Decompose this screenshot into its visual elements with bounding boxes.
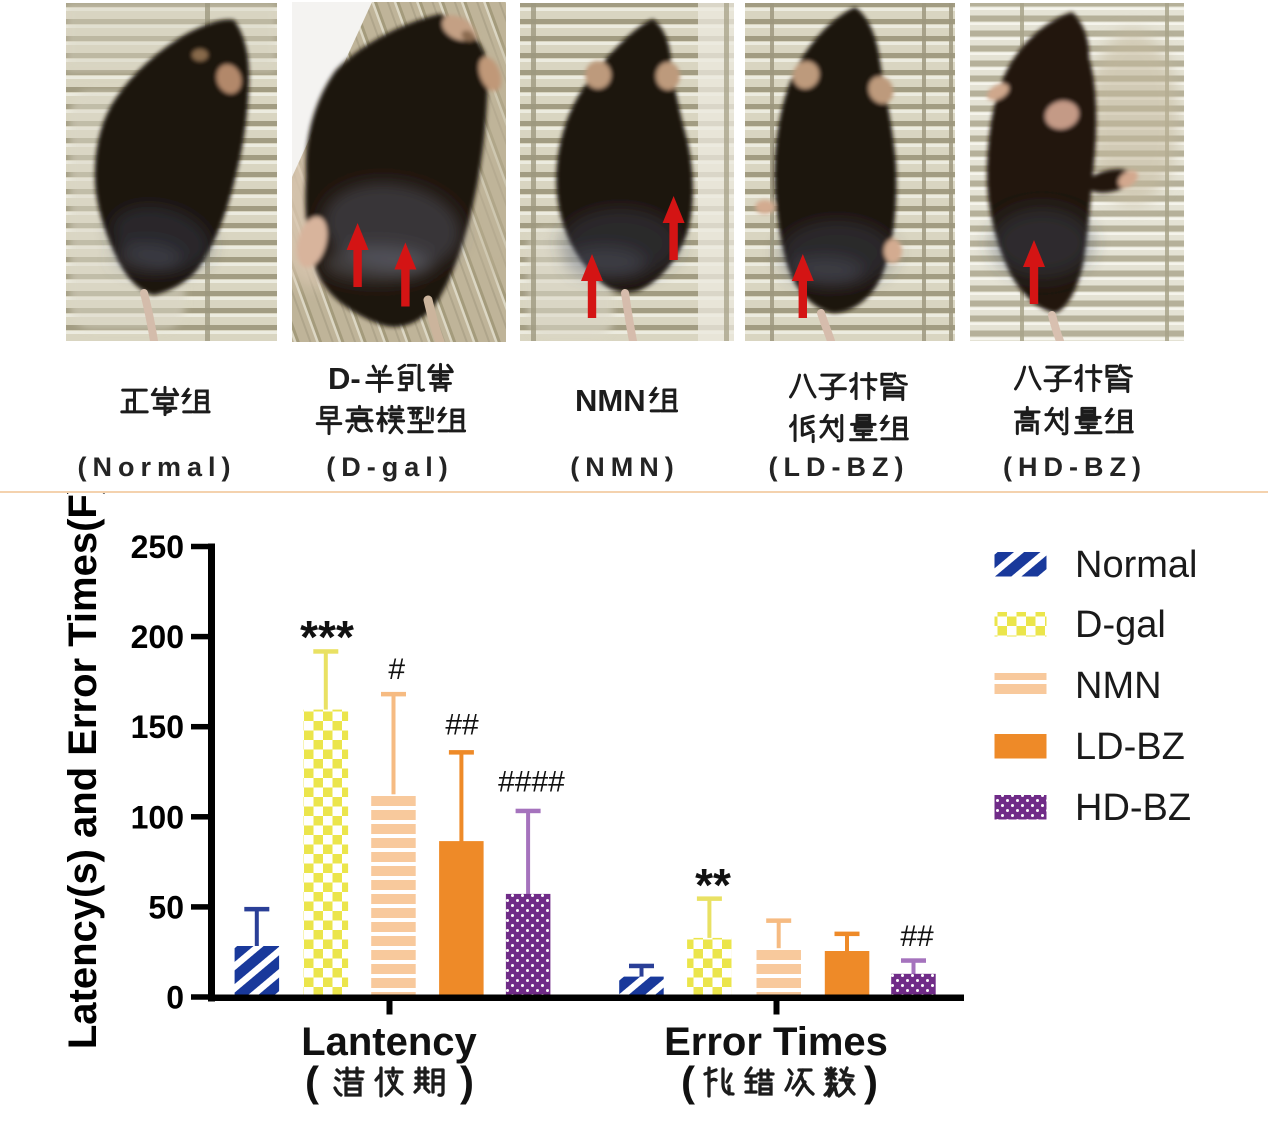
svg-text:#: # <box>388 653 405 686</box>
svg-text:): ) <box>864 1058 878 1105</box>
svg-text:D-: D- <box>328 361 361 396</box>
svg-text:0: 0 <box>166 980 184 1016</box>
svg-text:Lantency: Lantency <box>301 1020 477 1064</box>
svg-text:NMN: NMN <box>575 383 646 418</box>
svg-text:***: *** <box>300 611 354 663</box>
svg-text:200: 200 <box>131 619 184 655</box>
svg-text:NMN: NMN <box>1075 665 1162 707</box>
svg-text:(: ( <box>305 1058 319 1105</box>
svg-text:250: 250 <box>131 529 184 565</box>
svg-text:####: #### <box>498 766 565 799</box>
svg-text:##: ## <box>445 709 479 742</box>
svg-text:D-gal: D-gal <box>1075 604 1166 646</box>
svg-text:##: ## <box>900 920 934 953</box>
svg-text:): ) <box>460 1058 474 1105</box>
svg-text:100: 100 <box>131 799 184 835</box>
svg-text:(: ( <box>681 1058 695 1105</box>
svg-text:Error Times: Error Times <box>664 1020 888 1064</box>
svg-text:**: ** <box>695 859 731 911</box>
svg-text:Normal: Normal <box>1075 544 1197 586</box>
svg-text:HD-BZ: HD-BZ <box>1075 787 1191 829</box>
svg-text:150: 150 <box>131 709 184 745</box>
svg-text:Latency(s) and Error Times(F): Latency(s) and Error Times(F) <box>61 493 105 1049</box>
svg-text:LD-BZ: LD-BZ <box>1075 726 1185 768</box>
svg-text:50: 50 <box>148 889 184 925</box>
